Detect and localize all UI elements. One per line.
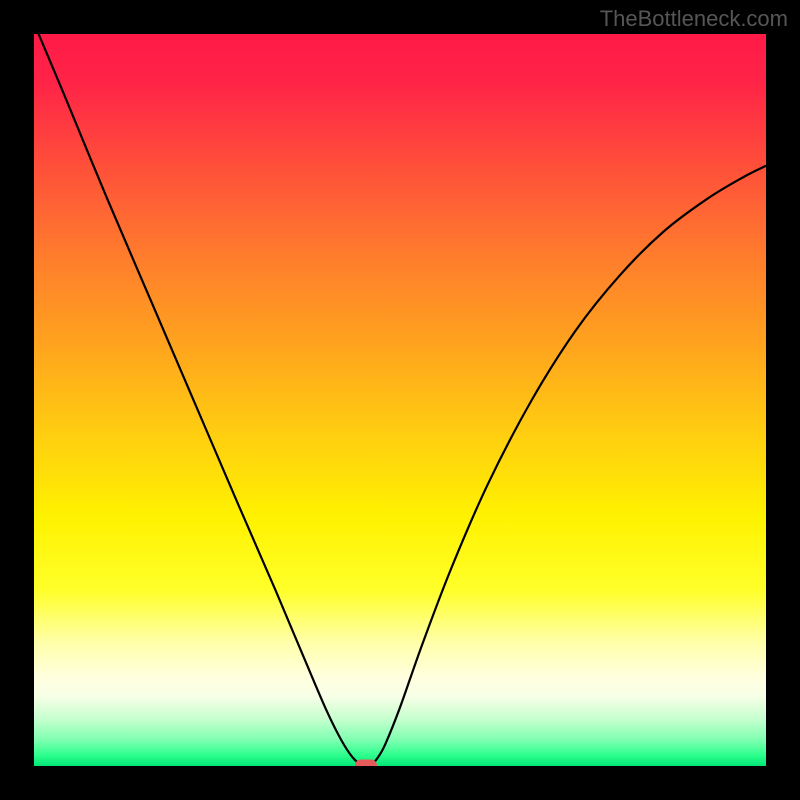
chart-frame: TheBottleneck.com [0, 0, 800, 800]
watermark-text: TheBottleneck.com [600, 6, 788, 32]
plot-area [34, 34, 766, 766]
bottleneck-curve [34, 34, 766, 766]
min-marker [355, 760, 377, 767]
curve-path [34, 34, 766, 766]
